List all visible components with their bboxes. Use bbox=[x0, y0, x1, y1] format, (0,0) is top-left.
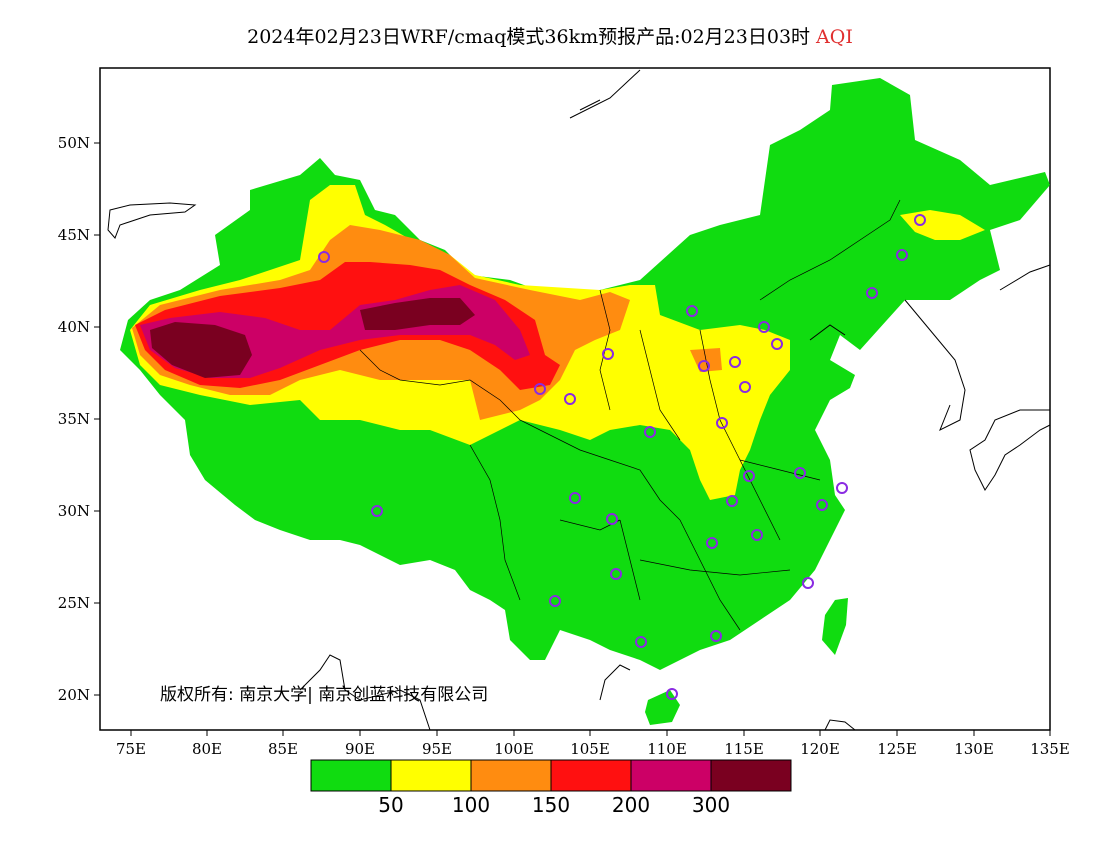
x-tick-label: 130E bbox=[954, 740, 994, 758]
x-tick-label: 125E bbox=[877, 740, 917, 758]
x-tick-label: 95E bbox=[421, 740, 453, 758]
legend-value: 100 bbox=[451, 793, 491, 817]
legend-value: 300 bbox=[691, 793, 731, 817]
coastlines bbox=[107, 69, 1051, 731]
x-tick-label: 120E bbox=[800, 740, 840, 758]
station-marker bbox=[371, 505, 383, 517]
station-marker bbox=[318, 251, 330, 263]
station-marker bbox=[758, 321, 770, 333]
station-marker bbox=[706, 537, 718, 549]
station-marker bbox=[896, 249, 908, 261]
x-tick-label: 80E bbox=[191, 740, 223, 758]
region-hazardous-w bbox=[150, 322, 252, 378]
legend-swatch-good bbox=[310, 759, 392, 792]
taiwan-island bbox=[822, 598, 848, 655]
station-marker bbox=[866, 287, 878, 299]
x-axis-ticks bbox=[130, 730, 1051, 736]
legend-swatch-moderate bbox=[390, 759, 472, 792]
station-marker bbox=[751, 529, 763, 541]
station-marker bbox=[836, 482, 848, 494]
legend-swatch-very-unhealthy bbox=[630, 759, 712, 792]
station-marker bbox=[726, 495, 738, 507]
x-tick-label: 115E bbox=[724, 740, 764, 758]
x-tick-label: 90E bbox=[344, 740, 376, 758]
title-aqi-tag: AQI bbox=[816, 26, 853, 48]
station-marker bbox=[771, 338, 783, 350]
x-tick-label: 100E bbox=[494, 740, 534, 758]
station-marker bbox=[716, 417, 728, 429]
station-marker bbox=[743, 470, 755, 482]
region-hazardous-e bbox=[360, 298, 475, 330]
y-tick-label: 30N bbox=[57, 502, 90, 520]
station-marker bbox=[686, 305, 698, 317]
station-marker bbox=[534, 383, 546, 395]
station-marker bbox=[644, 426, 656, 438]
x-tick-label: 75E bbox=[115, 740, 147, 758]
y-tick-label: 35N bbox=[57, 410, 90, 428]
x-tick-label: 110E bbox=[647, 740, 687, 758]
region-moderate-ne bbox=[900, 210, 985, 240]
legend-swatch-hazardous bbox=[710, 759, 792, 792]
x-tick-label: 105E bbox=[570, 740, 610, 758]
station-marker bbox=[602, 348, 614, 360]
station-markers bbox=[318, 214, 926, 700]
station-marker bbox=[816, 499, 828, 511]
station-marker bbox=[610, 568, 622, 580]
map-title: 2024年02月23日WRF/cmaq模式36km预报产品:02月23日03时 A… bbox=[0, 22, 1100, 49]
station-marker bbox=[549, 595, 561, 607]
station-marker bbox=[794, 467, 806, 479]
station-marker bbox=[698, 360, 710, 372]
station-marker bbox=[666, 688, 678, 700]
y-tick-label: 45N bbox=[57, 226, 90, 244]
region-usg-s bbox=[405, 355, 425, 376]
y-tick-label: 50N bbox=[57, 134, 90, 152]
legend-swatch-unhealthy bbox=[550, 759, 632, 792]
station-marker bbox=[606, 513, 618, 525]
legend-value: 200 bbox=[611, 793, 651, 817]
legend-swatch-usg bbox=[470, 759, 552, 792]
province-boundaries bbox=[359, 199, 901, 631]
y-axis-ticks bbox=[94, 142, 100, 696]
x-tick-label: 85E bbox=[267, 740, 299, 758]
station-marker bbox=[739, 381, 751, 393]
y-tick-label: 40N bbox=[57, 318, 90, 336]
legend-value: 50 bbox=[378, 793, 404, 817]
station-marker bbox=[914, 214, 926, 226]
y-tick-label: 25N bbox=[57, 594, 90, 612]
station-marker bbox=[729, 356, 741, 368]
station-marker bbox=[569, 492, 581, 504]
station-marker bbox=[564, 393, 576, 405]
station-marker bbox=[710, 630, 722, 642]
station-marker bbox=[802, 577, 814, 589]
station-marker bbox=[635, 636, 647, 648]
y-tick-label: 20N bbox=[57, 686, 90, 704]
title-text: 2024年02月23日WRF/cmaq模式36km预报产品:02月23日03时 bbox=[247, 26, 811, 48]
x-tick-label: 135E bbox=[1030, 740, 1070, 758]
copyright-text: 版权所有: 南京大学| 南京创蓝科技有限公司 bbox=[160, 685, 489, 705]
legend-colorbar bbox=[310, 759, 792, 792]
legend-value: 150 bbox=[531, 793, 571, 817]
